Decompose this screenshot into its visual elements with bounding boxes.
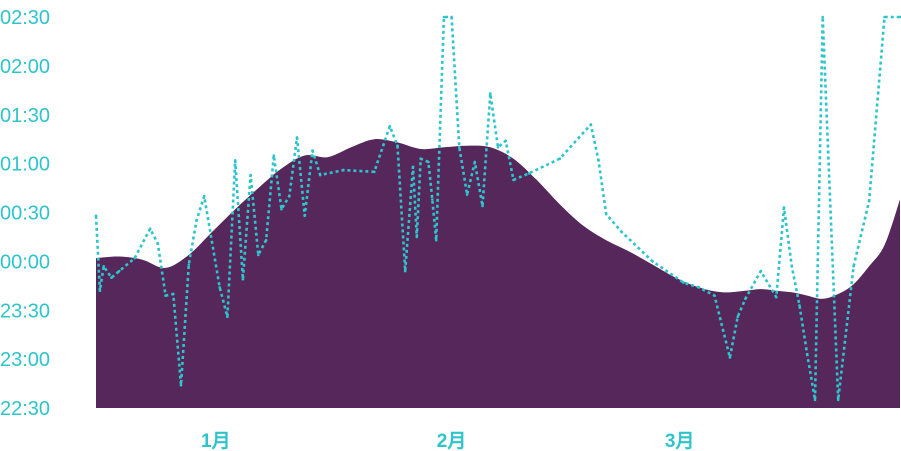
line-point — [697, 286, 701, 289]
line-point — [295, 136, 299, 139]
line-point — [133, 256, 136, 260]
line-point — [373, 170, 376, 174]
line-point — [867, 199, 871, 203]
line-point — [682, 281, 685, 284]
line-point — [257, 253, 260, 257]
line-point — [481, 204, 484, 208]
y-tick-label: 22:30 — [0, 398, 50, 420]
line-point — [241, 278, 245, 281]
line-point — [288, 194, 291, 198]
line-point — [790, 265, 794, 268]
line-point — [798, 304, 801, 307]
line-point — [821, 15, 824, 19]
line-point — [898, 15, 901, 19]
line-point — [419, 157, 423, 160]
line-point — [450, 15, 453, 19]
line-point — [396, 144, 399, 147]
line-point — [558, 157, 562, 160]
line-point — [431, 198, 434, 201]
line-point — [442, 15, 446, 19]
line-point — [836, 398, 840, 402]
line-point — [249, 173, 252, 177]
line-point — [458, 146, 461, 149]
line-point — [651, 260, 654, 263]
x-axis-ticks: 1月 2月 3月 — [201, 431, 694, 451]
line-point — [728, 356, 732, 359]
line-point — [156, 242, 160, 245]
line-point — [589, 123, 593, 126]
line-point — [775, 295, 778, 299]
line-point — [94, 214, 98, 218]
line-point — [620, 230, 623, 234]
line-point — [218, 286, 221, 289]
sleep-area — [96, 139, 900, 409]
line-point — [813, 398, 817, 402]
line-point — [342, 168, 345, 172]
y-tick-label: 23:30 — [0, 300, 50, 322]
x-tick-label: 3月 — [665, 431, 695, 451]
y-tick-label: 01:30 — [0, 105, 50, 127]
line-point — [202, 194, 206, 198]
line-point — [744, 297, 747, 301]
line-point — [148, 227, 152, 231]
line-point — [883, 15, 886, 19]
line-point — [388, 124, 392, 128]
line-point — [164, 294, 167, 297]
y-tick-label: 02:00 — [0, 56, 50, 78]
line-point — [852, 265, 855, 268]
y-tick-label: 01:00 — [0, 154, 50, 176]
line-point — [736, 315, 739, 319]
line-point — [403, 269, 407, 273]
x-tick-label: 2月 — [437, 431, 467, 451]
line-point — [465, 193, 469, 196]
line-point — [98, 289, 102, 293]
line-point — [473, 160, 477, 164]
y-axis-ticks: 02:30 02:00 01:30 01:00 00:30 00:00 23:30 23:00… — [0, 7, 50, 420]
line-point — [512, 178, 515, 182]
line-point — [280, 207, 283, 211]
line-point — [604, 212, 608, 216]
line-point — [102, 265, 105, 268]
line-point — [527, 172, 531, 175]
line-point — [311, 149, 314, 152]
x-tick-label: 1月 — [201, 431, 231, 451]
line-point — [195, 219, 198, 222]
line-point — [759, 269, 763, 273]
line-point — [226, 315, 229, 319]
line-point — [179, 383, 183, 387]
line-point — [434, 238, 438, 242]
line-point — [713, 294, 716, 297]
sleep-time-points — [94, 15, 901, 402]
line-point — [272, 154, 276, 157]
line-point — [187, 263, 191, 266]
line-point — [415, 235, 419, 239]
line-point — [318, 173, 322, 177]
line-point — [504, 139, 508, 143]
y-tick-label: 00:00 — [0, 251, 50, 273]
line-point — [496, 146, 500, 149]
line-point — [805, 352, 809, 356]
y-tick-label: 23:00 — [0, 349, 50, 371]
line-point — [264, 238, 268, 242]
line-point — [303, 214, 307, 218]
line-point — [782, 206, 786, 209]
line-point — [411, 165, 415, 169]
line-point — [597, 159, 600, 162]
line-point — [110, 276, 113, 280]
line-point — [233, 159, 237, 162]
line-point — [489, 92, 492, 95]
line-point — [117, 269, 121, 273]
y-tick-label: 02:30 — [0, 7, 50, 29]
line-point — [172, 292, 175, 296]
line-point — [427, 160, 430, 164]
y-tick-label: 00:30 — [0, 203, 50, 225]
